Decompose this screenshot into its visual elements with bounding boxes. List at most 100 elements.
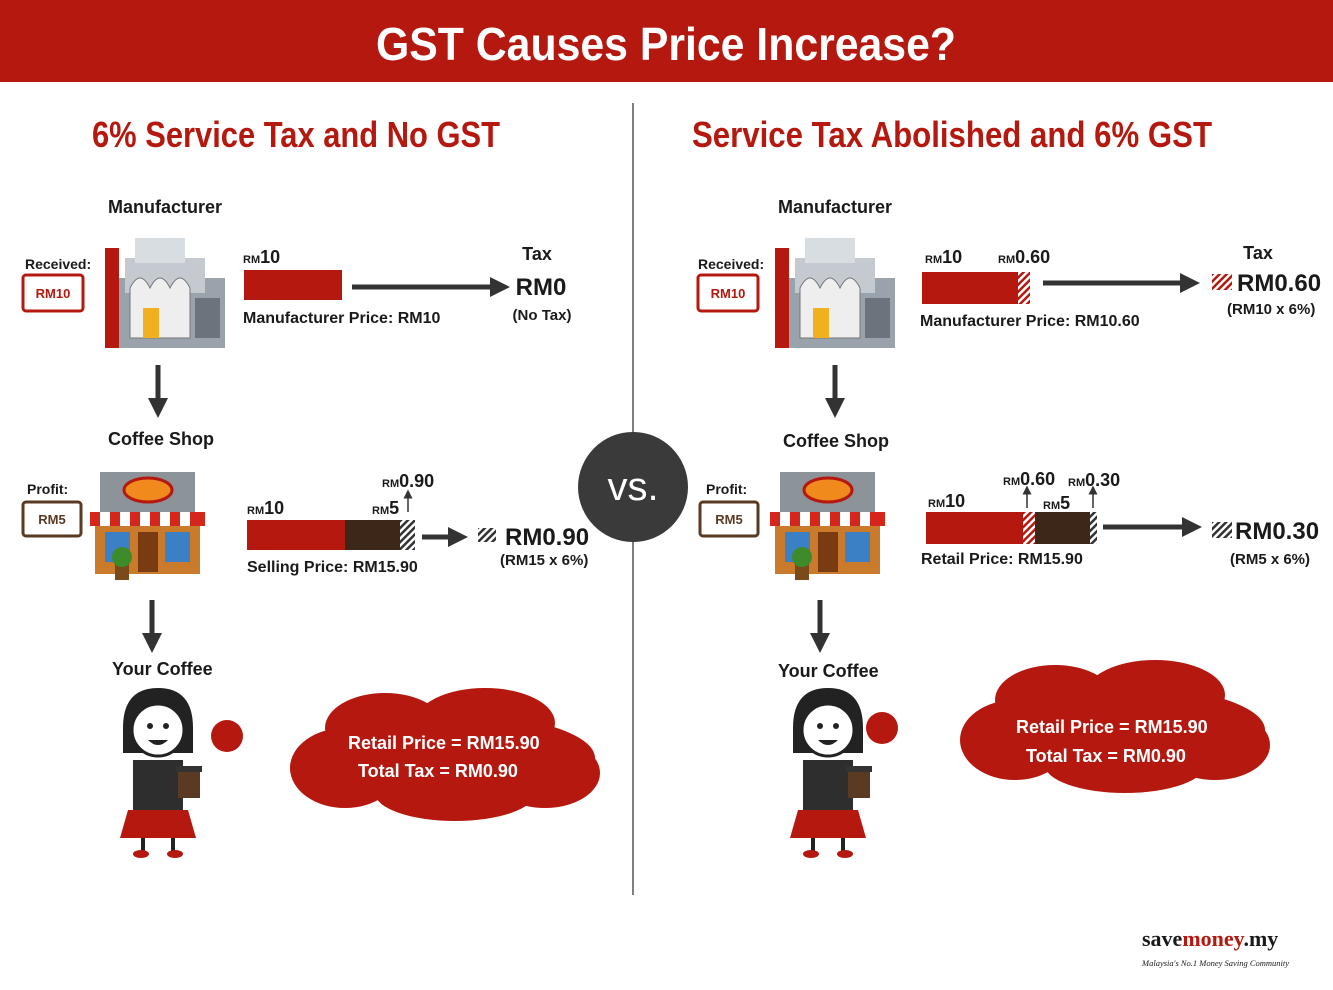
unit: RM — [925, 254, 942, 266]
bar-label: RM0.60 — [1003, 469, 1055, 489]
panel-heading: Service Tax Abolished and 6% GST — [692, 114, 1212, 155]
tax-value: RM0.60 — [1237, 270, 1321, 297]
logo-domain: .my — [1243, 926, 1278, 951]
person-icon — [118, 686, 204, 860]
vs-label: vs. — [607, 465, 658, 509]
profit-label: Profit: — [706, 481, 747, 497]
tax-note: (RM15 x 6%) — [500, 552, 588, 569]
price-bar — [922, 272, 1018, 304]
price-label: Selling Price: RM15.90 — [247, 559, 418, 576]
left-panel: 6% Service Tax and No GST Manufacturer R… — [21, 114, 600, 860]
tax-value: RM0 — [516, 274, 567, 301]
tax-note: (RM10 x 6%) — [1227, 301, 1315, 318]
amount: 5 — [1060, 493, 1070, 513]
vs-badge — [578, 432, 688, 542]
bulb-icon — [211, 720, 243, 752]
logo-money: money — [1182, 926, 1244, 951]
unit: RM — [928, 498, 945, 510]
stage-label: Coffee Shop — [108, 429, 214, 449]
bar-label: RM10 — [925, 247, 962, 267]
factory-icon — [104, 237, 226, 349]
profit-box — [698, 500, 760, 538]
tax-note: (RM5 x 6%) — [1230, 551, 1310, 568]
cafe-icon — [88, 470, 207, 582]
bar-label: RM10 — [928, 491, 965, 511]
bar-label: RM0.60 — [998, 247, 1050, 267]
logo-tagline: Malaysia's No.1 Money Saving Community — [1141, 958, 1289, 968]
received-label: Received: — [25, 256, 91, 272]
logo-save: save — [1142, 926, 1183, 951]
received-box — [21, 273, 85, 313]
tax-swatch — [1212, 274, 1232, 290]
title-bar — [0, 0, 1333, 82]
bar-label: RM0.30 — [1068, 470, 1120, 490]
bubble-line: Retail Price = RM15.90 — [348, 733, 540, 753]
tax-label: Tax — [1243, 243, 1273, 263]
amount: 10 — [942, 247, 962, 267]
price-bar — [244, 270, 342, 300]
profit-bar — [345, 520, 400, 550]
amount: 0.30 — [1085, 470, 1120, 490]
bar-label: RM5 — [372, 498, 399, 518]
unit: RM — [372, 505, 389, 517]
stage-label: Manufacturer — [108, 197, 222, 217]
price-label: Manufacturer Price: RM10.60 — [920, 313, 1140, 330]
amount: 10 — [264, 498, 284, 518]
profit-box — [21, 500, 83, 538]
profit-bar — [1035, 512, 1090, 544]
tax-bar — [1023, 512, 1035, 544]
right-panel: Service Tax Abolished and 6% GST Manufac… — [692, 114, 1321, 860]
amount: 5 — [389, 498, 399, 518]
unit: RM — [1043, 500, 1060, 512]
received-value: RM10 — [711, 286, 746, 301]
tax-value: RM0.90 — [505, 524, 589, 551]
bulb-icon — [866, 712, 898, 744]
unit: RM — [1003, 476, 1020, 488]
unit: RM — [243, 254, 260, 266]
stage-label: Coffee Shop — [783, 431, 889, 451]
bubble-line: Retail Price = RM15.90 — [1016, 717, 1208, 737]
tax-bar — [1090, 512, 1097, 544]
title: GST Causes Price Increase? — [376, 18, 956, 70]
price-label: Manufacturer Price: RM10 — [243, 310, 440, 327]
bar-label: RM10 — [243, 247, 280, 267]
panel-heading: 6% Service Tax and No GST — [92, 114, 500, 155]
person-icon — [788, 686, 874, 860]
unit: RM — [382, 478, 399, 490]
received-label: Received: — [698, 256, 764, 272]
bubble-line: Total Tax = RM0.90 — [1026, 746, 1186, 766]
amount: 0.90 — [399, 471, 434, 491]
logo: savemoney.my Malaysia's No.1 Money Savin… — [1141, 926, 1289, 968]
unit: RM — [247, 505, 264, 517]
profit-value: RM5 — [38, 512, 65, 527]
speech-cloud — [290, 688, 600, 821]
amount: 0.60 — [1015, 247, 1050, 267]
bar-label: RM5 — [1043, 493, 1070, 513]
unit: RM — [998, 254, 1015, 266]
price-label: Retail Price: RM15.90 — [921, 551, 1083, 568]
logo-text: savemoney.my — [1142, 926, 1278, 951]
stage-label: Manufacturer — [778, 197, 892, 217]
profit-value: RM5 — [715, 512, 742, 527]
stage-label: Your Coffee — [778, 661, 879, 681]
amount: 10 — [260, 247, 280, 267]
stage-label: Your Coffee — [112, 659, 213, 679]
bar-label: RM10 — [247, 498, 284, 518]
cafe-icon — [768, 470, 887, 582]
tax-swatch — [478, 528, 496, 542]
unit: RM — [1068, 477, 1085, 489]
cost-bar — [926, 512, 1023, 544]
tax-label: Tax — [522, 244, 552, 264]
received-value: RM10 — [36, 286, 71, 301]
factory-icon — [774, 237, 896, 349]
tax-bar — [1018, 272, 1030, 304]
received-box — [696, 273, 760, 313]
bubble-line: Total Tax = RM0.90 — [358, 761, 518, 781]
amount: 10 — [945, 491, 965, 511]
tax-bar — [400, 520, 415, 550]
profit-label: Profit: — [27, 481, 68, 497]
tax-value: RM0.30 — [1235, 518, 1319, 545]
bar-label: RM0.90 — [382, 471, 434, 491]
tax-swatch — [1212, 522, 1232, 538]
